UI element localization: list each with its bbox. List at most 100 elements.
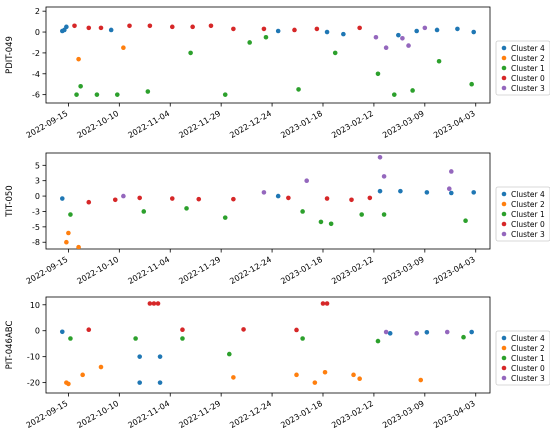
- legend-box: [495, 330, 550, 386]
- plot-area: [59, 23, 477, 97]
- data-point: [463, 218, 468, 223]
- legend-marker: [501, 231, 507, 237]
- data-point: [222, 92, 228, 97]
- data-point: [59, 329, 65, 335]
- data-point: [381, 212, 387, 217]
- legend-marker: [501, 85, 507, 91]
- x-tick-label: 2023-01-18: [279, 399, 324, 430]
- legend-marker: [501, 211, 507, 217]
- data-point: [400, 36, 405, 41]
- plot-area: [59, 301, 474, 387]
- data-point: [332, 50, 338, 56]
- legend-label: Cluster 2: [511, 200, 545, 209]
- data-point: [188, 50, 193, 56]
- data-point: [469, 329, 474, 335]
- data-point: [349, 197, 354, 203]
- data-point: [275, 28, 281, 34]
- data-point: [147, 301, 153, 306]
- y-tick-label: 10: [30, 301, 40, 310]
- data-point: [261, 190, 267, 195]
- data-point: [86, 25, 92, 31]
- data-point: [471, 190, 477, 195]
- data-point: [145, 89, 151, 94]
- data-point: [68, 212, 73, 217]
- data-point: [359, 212, 364, 217]
- data-point: [312, 380, 318, 385]
- data-point: [76, 244, 81, 249]
- series-cluster-2: [64, 364, 424, 387]
- data-point: [151, 301, 157, 306]
- legend-marker: [501, 201, 507, 207]
- data-point: [418, 377, 424, 383]
- data-point: [112, 197, 118, 203]
- y-tick-label: -4: [32, 70, 40, 79]
- data-point: [227, 351, 232, 357]
- data-point: [78, 84, 83, 89]
- data-point: [375, 338, 381, 344]
- x-tick-label: 2023-02-12: [330, 255, 375, 286]
- legend-label: Cluster 2: [511, 344, 545, 353]
- legend-label: Cluster 0: [511, 74, 545, 83]
- data-point: [446, 186, 452, 191]
- data-point: [180, 327, 185, 332]
- y-tick-label: 2: [35, 7, 40, 16]
- x-tick-label: 2022-11-04: [126, 255, 171, 286]
- data-point: [424, 329, 430, 335]
- data-point: [449, 190, 454, 196]
- data-point: [398, 188, 403, 194]
- data-point: [137, 380, 142, 385]
- legend-marker: [501, 335, 507, 341]
- data-point: [449, 169, 454, 174]
- y-axis-label: TIT-050: [5, 185, 15, 217]
- data-point: [157, 354, 163, 359]
- x-tick-label: 2022-10-10: [76, 255, 121, 286]
- legend-label: Cluster 0: [511, 364, 545, 373]
- x-tick-label: 2022-09-15: [25, 399, 70, 430]
- legend-marker: [501, 345, 507, 351]
- x-tick-label: 2023-03-09: [381, 109, 426, 140]
- x-tick-label: 2022-11-29: [177, 109, 222, 140]
- data-point: [121, 193, 126, 199]
- x-tick-label: 2023-02-12: [330, 399, 375, 430]
- series-cluster-3: [121, 155, 454, 199]
- x-tick-label: 2022-11-04: [126, 109, 171, 140]
- data-point: [300, 209, 305, 214]
- data-point: [133, 336, 138, 341]
- data-point: [471, 29, 477, 35]
- x-tick-label: 2023-03-09: [381, 255, 426, 286]
- data-point: [66, 381, 71, 387]
- plot-area: [59, 155, 477, 249]
- legend-marker: [501, 45, 507, 51]
- data-point: [341, 31, 346, 37]
- data-point: [263, 34, 269, 40]
- data-point: [86, 327, 92, 332]
- x-tick-label: 2022-11-04: [126, 399, 171, 430]
- legend-label: Cluster 4: [511, 190, 545, 199]
- legend-marker: [501, 365, 507, 371]
- x-tick-label: 2022-11-29: [177, 255, 222, 286]
- series-cluster-2: [64, 230, 81, 249]
- x-tick-label: 2023-01-18: [279, 109, 324, 140]
- series-cluster-3: [373, 25, 428, 50]
- y-tick-label: -3: [32, 207, 40, 216]
- y-tick-label: 5: [35, 161, 40, 170]
- y-tick-label: 0: [35, 327, 40, 336]
- x-tick-label: 2023-04-03: [432, 109, 477, 140]
- x-tick-label: 2022-09-15: [25, 109, 70, 140]
- x-tick-label: 2023-03-09: [381, 399, 426, 430]
- data-point: [66, 230, 71, 236]
- axes-frame: [45, 296, 491, 394]
- legend-marker: [501, 65, 507, 71]
- legend-label: Cluster 1: [511, 64, 545, 73]
- data-point: [410, 88, 415, 93]
- data-point: [328, 221, 334, 227]
- data-point: [357, 25, 362, 31]
- data-point: [414, 331, 419, 336]
- y-tick-label: -8: [32, 238, 40, 247]
- data-point: [461, 334, 466, 340]
- series-cluster-1: [68, 334, 466, 357]
- x-tick-label: 2022-09-15: [25, 255, 70, 286]
